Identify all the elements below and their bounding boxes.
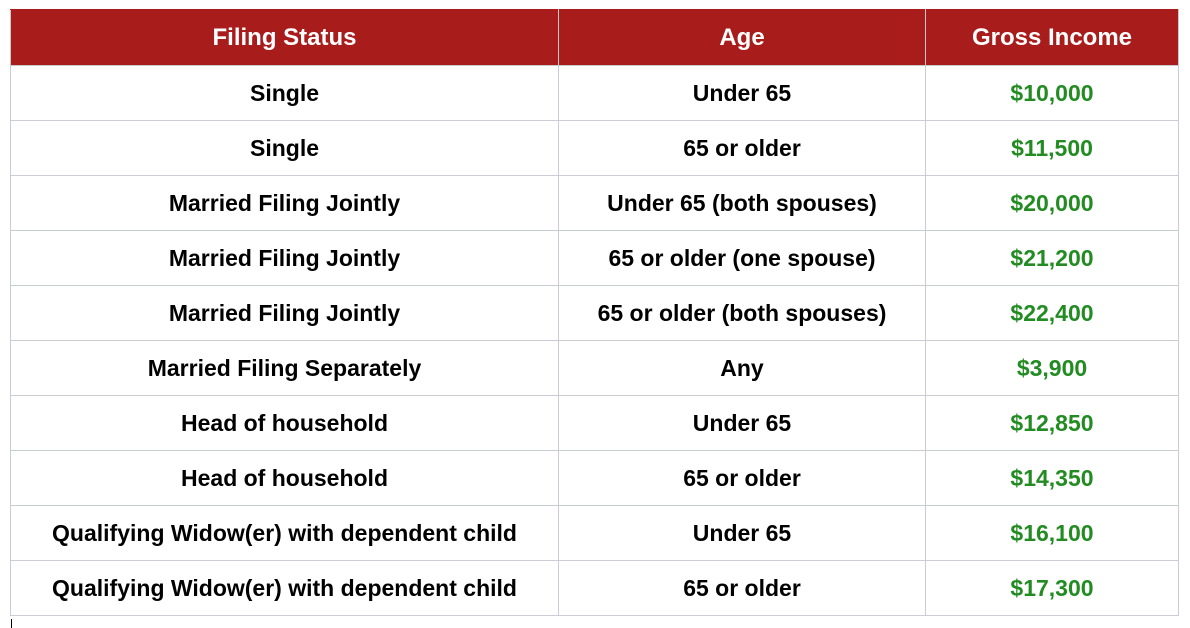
cell-gross-income: $20,000 [925, 175, 1179, 231]
cell-filing-status: Head of household [10, 450, 559, 506]
table-row: Head of household Under 65 $12,850 [10, 395, 1179, 451]
cell-gross-income: $12,850 [925, 395, 1179, 451]
table-row: Married Filing Jointly 65 or older (one … [10, 230, 1179, 286]
cell-age: 65 or older (one spouse) [558, 230, 926, 286]
cell-filing-status: Married Filing Jointly [10, 285, 559, 341]
header-age: Age [558, 9, 926, 66]
cell-filing-status: Qualifying Widow(er) with dependent chil… [10, 505, 559, 561]
cell-age: Under 65 (both spouses) [558, 175, 926, 231]
cell-age: Under 65 [558, 65, 926, 121]
cell-filing-status: Married Filing Separately [10, 340, 559, 396]
cell-gross-income: $3,900 [925, 340, 1179, 396]
cell-filing-status: Married Filing Jointly [10, 230, 559, 286]
header-gross-income: Gross Income [925, 9, 1179, 66]
text-cursor-mark [11, 619, 12, 628]
cell-gross-income: $21,200 [925, 230, 1179, 286]
cell-gross-income: $17,300 [925, 560, 1179, 616]
table-row: Qualifying Widow(er) with dependent chil… [10, 560, 1179, 616]
cell-age: 65 or older [558, 450, 926, 506]
cell-age: 65 or older [558, 120, 926, 176]
filing-requirements-table-container: Filing Status Age Gross Income Single Un… [10, 9, 1179, 616]
cell-age: 65 or older [558, 560, 926, 616]
cell-filing-status: Single [10, 120, 559, 176]
cell-age: Under 65 [558, 505, 926, 561]
cell-filing-status: Head of household [10, 395, 559, 451]
cell-filing-status: Married Filing Jointly [10, 175, 559, 231]
table-row: Head of household 65 or older $14,350 [10, 450, 1179, 506]
table-row: Married Filing Jointly 65 or older (both… [10, 285, 1179, 341]
cell-filing-status: Single [10, 65, 559, 121]
filing-requirements-table: Filing Status Age Gross Income Single Un… [10, 9, 1179, 616]
table-row: Single Under 65 $10,000 [10, 65, 1179, 121]
cell-gross-income: $10,000 [925, 65, 1179, 121]
table-header-row: Filing Status Age Gross Income [10, 9, 1179, 66]
cell-gross-income: $22,400 [925, 285, 1179, 341]
header-filing-status: Filing Status [10, 9, 559, 66]
table-row: Qualifying Widow(er) with dependent chil… [10, 505, 1179, 561]
cell-gross-income: $11,500 [925, 120, 1179, 176]
cell-age: Under 65 [558, 395, 926, 451]
cell-gross-income: $16,100 [925, 505, 1179, 561]
table-row: Married Filing Separately Any $3,900 [10, 340, 1179, 396]
table-row: Single 65 or older $11,500 [10, 120, 1179, 176]
cell-age: Any [558, 340, 926, 396]
table-row: Married Filing Jointly Under 65 (both sp… [10, 175, 1179, 231]
cell-age: 65 or older (both spouses) [558, 285, 926, 341]
cell-filing-status: Qualifying Widow(er) with dependent chil… [10, 560, 559, 616]
cell-gross-income: $14,350 [925, 450, 1179, 506]
